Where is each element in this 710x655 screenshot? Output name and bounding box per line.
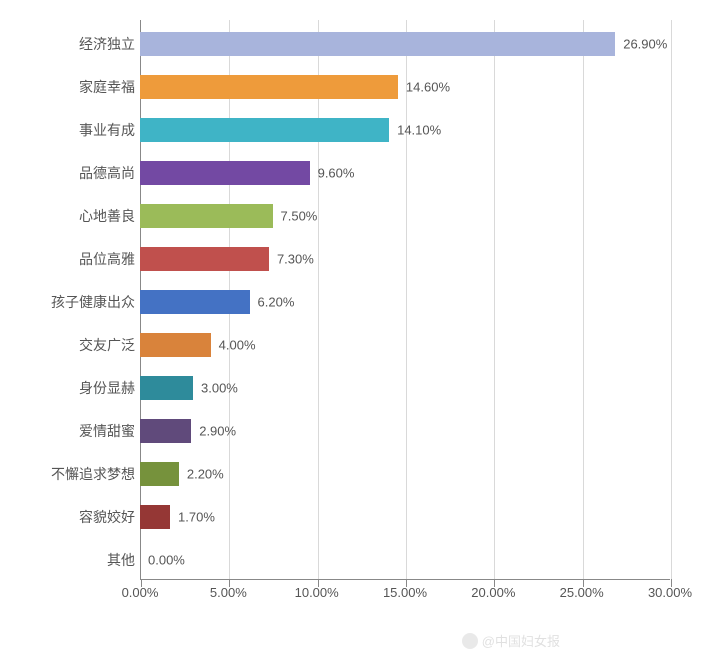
bar-chart: 0.00% 5.00% 10.00% 15.00% 20.00% 25.00% 30.00%…	[20, 10, 690, 630]
x-axis-label: 0.00%	[122, 585, 159, 600]
bar	[140, 333, 211, 357]
category-label: 事业有成	[79, 120, 135, 140]
category-label: 交友广泛	[79, 335, 135, 355]
category-label: 孩子健康出众	[51, 292, 135, 312]
gridline	[494, 20, 495, 579]
bar	[140, 290, 250, 314]
category-label: 经济独立	[79, 34, 135, 54]
bar	[140, 419, 191, 443]
category-label: 品德高尚	[79, 163, 135, 183]
category-label: 容貌姣好	[79, 507, 135, 527]
bar	[140, 376, 193, 400]
category-label: 心地善良	[79, 206, 135, 226]
gridline	[671, 20, 672, 579]
category-label: 家庭幸福	[79, 77, 135, 97]
bar	[140, 118, 389, 142]
value-label: 7.30%	[277, 252, 314, 267]
weibo-icon	[462, 633, 478, 649]
value-label: 2.90%	[199, 424, 236, 439]
x-axis-label: 30.00%	[648, 585, 692, 600]
category-label: 爱情甜蜜	[79, 421, 135, 441]
bar	[140, 75, 398, 99]
value-label: 6.20%	[258, 295, 295, 310]
value-label: 0.00%	[148, 553, 185, 568]
bar	[140, 204, 273, 228]
x-axis-label: 20.00%	[471, 585, 515, 600]
category-label: 其他	[107, 550, 135, 570]
value-label: 1.70%	[178, 510, 215, 525]
gridline	[406, 20, 407, 579]
value-label: 14.60%	[406, 80, 450, 95]
gridline	[583, 20, 584, 579]
x-axis-label: 10.00%	[295, 585, 339, 600]
x-axis-label: 25.00%	[560, 585, 604, 600]
bar	[140, 462, 179, 486]
watermark: @中国妇女报	[462, 631, 560, 650]
category-label: 不懈追求梦想	[51, 464, 135, 484]
category-label: 品位高雅	[79, 249, 135, 269]
value-label: 26.90%	[623, 37, 667, 52]
bar	[140, 247, 269, 271]
bar	[140, 161, 310, 185]
bar	[140, 505, 170, 529]
value-label: 3.00%	[201, 381, 238, 396]
x-axis-label: 5.00%	[210, 585, 247, 600]
x-axis-label: 15.00%	[383, 585, 427, 600]
gridline	[318, 20, 319, 579]
watermark-text: @中国妇女报	[482, 631, 560, 650]
value-label: 9.60%	[318, 166, 355, 181]
value-label: 7.50%	[281, 209, 318, 224]
bar	[140, 32, 615, 56]
value-label: 14.10%	[397, 123, 441, 138]
value-label: 2.20%	[187, 467, 224, 482]
value-label: 4.00%	[219, 338, 256, 353]
category-label: 身份显赫	[79, 378, 135, 398]
